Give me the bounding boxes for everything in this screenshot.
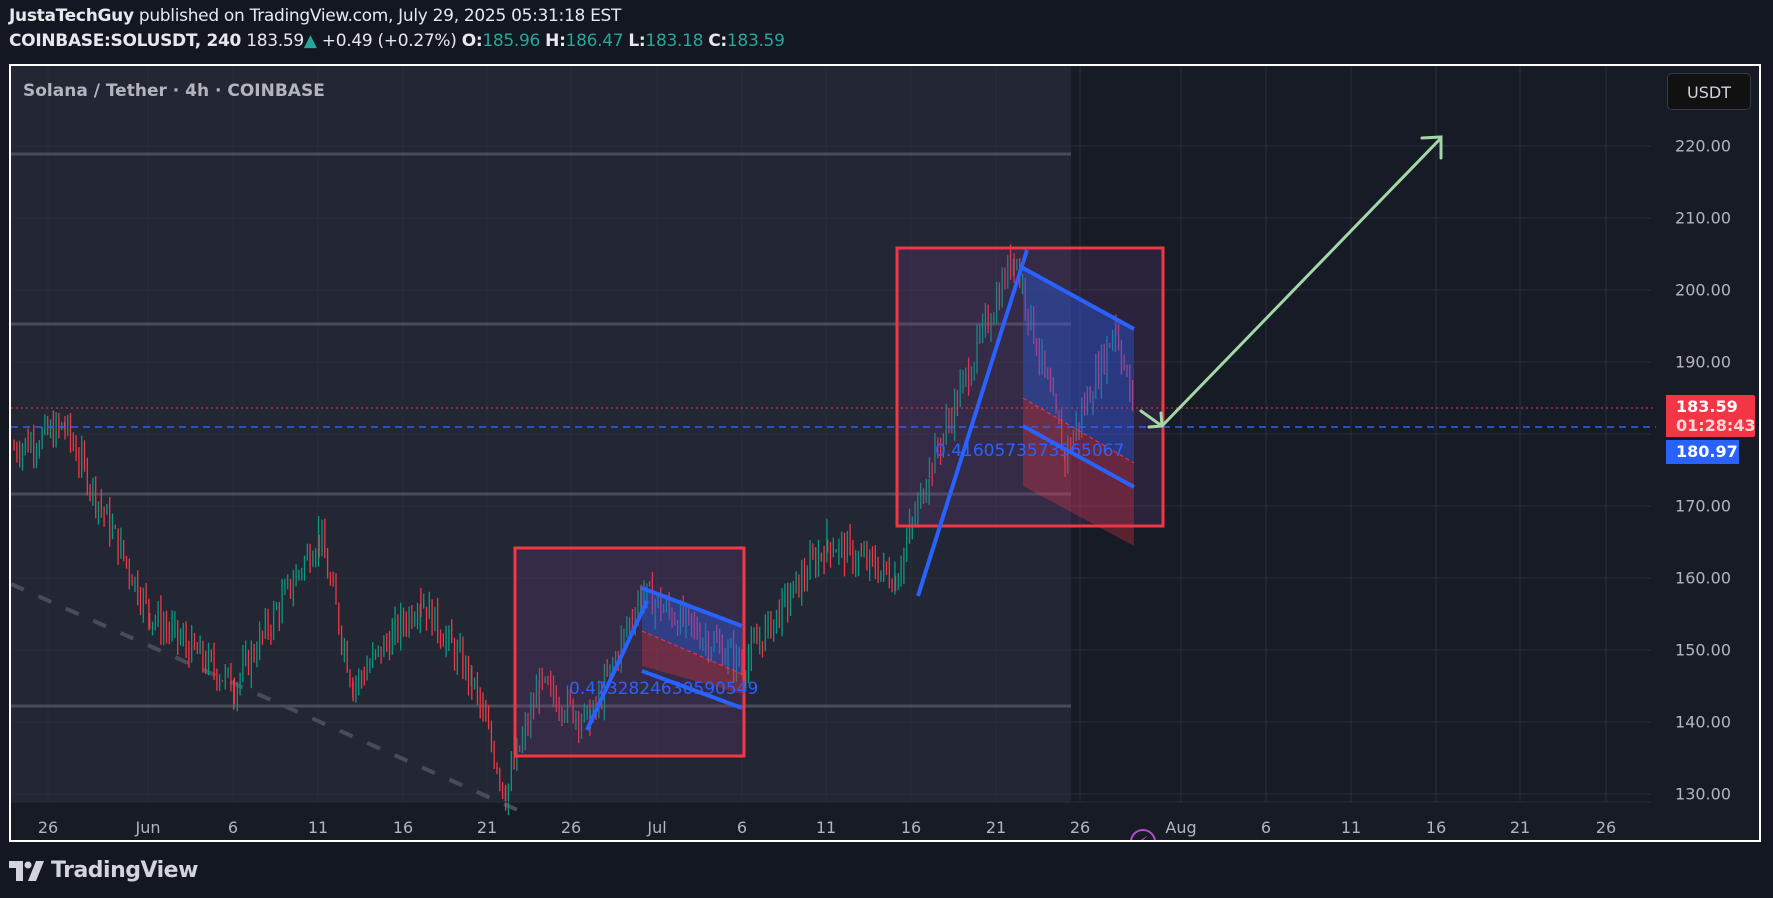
flag-bottom-1 — [641, 669, 743, 710]
x-tick: 6 — [736, 818, 748, 837]
y-tick: 200.00 — [1675, 280, 1731, 300]
flag-pole-1 — [585, 600, 649, 731]
flag-top-2 — [1022, 266, 1135, 331]
x-tick: 21 — [476, 818, 498, 837]
bar-countdown: 01:28:43 — [1676, 416, 1756, 435]
chart-legend-title[interactable]: Solana / Tether · 4h · COINBASE — [23, 81, 325, 101]
y-tick: 170.00 — [1675, 496, 1731, 516]
high-value: 186.47 — [565, 31, 624, 51]
x-tick: 16 — [1425, 818, 1447, 837]
up-arrow-icon: ▲ — [303, 31, 317, 51]
last-price-tag: 183.59 01:28:43 — [1666, 395, 1756, 437]
y-tick: 160.00 — [1675, 568, 1731, 588]
last-price-value: 183.59 — [1676, 397, 1738, 416]
close-value: 183.59 — [726, 31, 785, 51]
x-tick: 26 — [1069, 818, 1091, 837]
x-tick: 11 — [307, 818, 329, 837]
close-price-tag: 180.97 — [1666, 440, 1739, 464]
x-tick: Jun — [135, 818, 161, 837]
x-tick: 21 — [985, 818, 1007, 837]
dashed-trendline — [11, 582, 532, 818]
x-tick: 6 — [1260, 818, 1272, 837]
open-value: 185.96 — [482, 31, 541, 51]
symbol-info-bar: COINBASE:SOLUSDT, 240 183.59▲ +0.49 (+0.… — [9, 31, 785, 51]
open-label: O: — [461, 31, 483, 51]
flag-top-1 — [641, 586, 743, 628]
last-price: 183.59 — [246, 31, 304, 51]
x-tick: 21 — [1509, 818, 1531, 837]
x-tick: Aug — [1165, 818, 1197, 837]
x-tick: 26 — [1595, 818, 1617, 837]
x-tick: 6 — [227, 818, 239, 837]
low-label: L: — [628, 31, 646, 51]
candles — [13, 244, 1134, 816]
y-tick: 140.00 — [1675, 712, 1731, 732]
high-label: H: — [545, 31, 566, 51]
flag-bottom-2 — [1022, 424, 1135, 489]
price-change: +0.49 (+0.27%) — [321, 31, 457, 51]
publish-info: JustaTechGuy published on TradingView.co… — [9, 6, 621, 26]
y-tick: 220.00 — [1675, 136, 1731, 156]
y-tick: 190.00 — [1675, 352, 1731, 372]
y-tick: 210.00 — [1675, 208, 1731, 228]
flag-ratio-label-1: 0.4732824630590549 — [569, 679, 758, 699]
rectangle-zone-1 — [513, 546, 746, 758]
x-tick: 16 — [900, 818, 922, 837]
x-tick: 26 — [560, 818, 582, 837]
close-label: C: — [708, 31, 727, 51]
x-tick: 16 — [392, 818, 414, 837]
x-tick: Jul — [647, 818, 667, 837]
x-tick: 11 — [815, 818, 837, 837]
y-tick: 150.00 — [1675, 640, 1731, 660]
flag-pole-2 — [916, 249, 1029, 597]
projection-arrows — [1139, 135, 1443, 429]
chart-frame[interactable]: 0.4732824630590549 0.4160573573565067 So… — [9, 64, 1761, 842]
y-tick: 130.00 — [1675, 784, 1731, 804]
support-resistance-lines — [11, 152, 1071, 708]
logo-text: TradingView — [51, 858, 198, 883]
chart-canvas[interactable]: 0.4732824630590549 0.4160573573565067 — [11, 66, 1761, 842]
flag-ratio-label-2: 0.4160573573565067 — [935, 441, 1124, 461]
x-tick: 11 — [1340, 818, 1362, 837]
author-name[interactable]: JustaTechGuy — [9, 6, 134, 26]
low-value: 183.18 — [645, 31, 704, 51]
tradingview-logo[interactable]: TradingView — [9, 858, 198, 883]
tradingview-logo-icon — [9, 860, 44, 881]
symbol-label: COINBASE:SOLUSDT, 240 — [9, 31, 242, 51]
currency-unit-button[interactable]: USDT — [1667, 73, 1751, 110]
x-tick: 26 — [37, 818, 59, 837]
published-text: published on TradingView.com, July 29, 2… — [138, 6, 622, 26]
